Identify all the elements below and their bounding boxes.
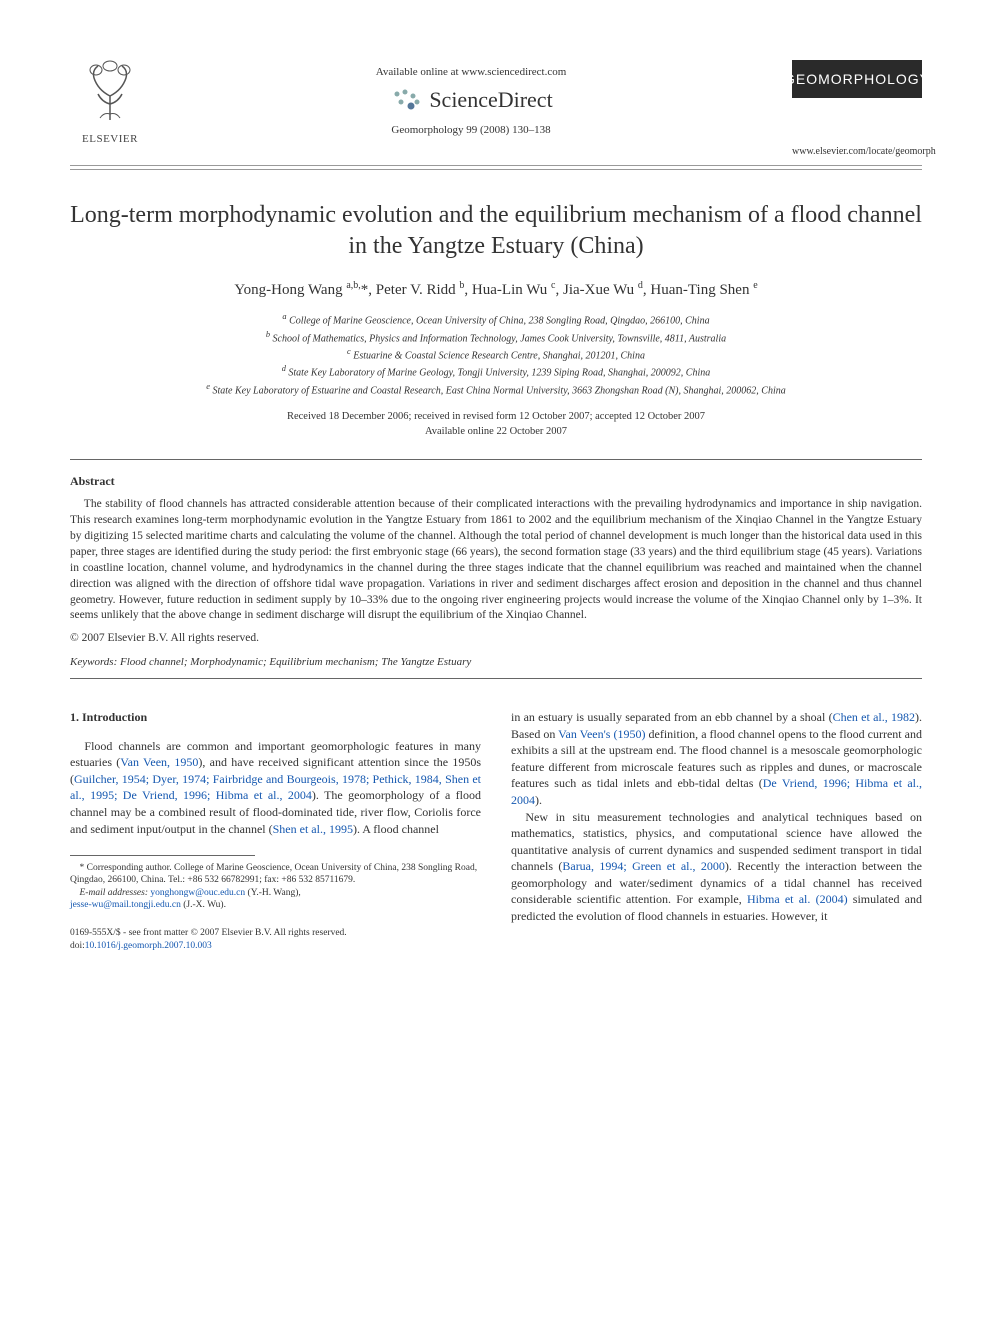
dates-received: Received 18 December 2006; received in r… <box>70 410 922 425</box>
available-online-text: Available online at www.sciencedirect.co… <box>150 66 792 78</box>
corresponding-author-footnote: * Corresponding author. College of Marin… <box>70 862 481 911</box>
column-left: 1. Introduction Flood channels are commo… <box>70 709 481 952</box>
column-right: in an estuary is usually separated from … <box>511 709 922 952</box>
abstract-body: The stability of flood channels has attr… <box>70 497 922 624</box>
ref-vanveen-1950b[interactable]: Van Veen's (1950) <box>558 727 645 741</box>
sciencedirect-icon <box>389 86 423 114</box>
abstract-heading: Abstract <box>70 474 922 489</box>
sciencedirect-text: ScienceDirect <box>429 87 552 113</box>
footnote-rule <box>70 855 255 856</box>
article-title: Long-term morphodynamic evolution and th… <box>70 200 922 262</box>
journal-reference: Geomorphology 99 (2008) 130–138 <box>150 124 792 136</box>
affiliation-c: c Estuarine & Coastal Science Research C… <box>70 346 922 363</box>
keywords-label: Keywords: <box>70 656 117 668</box>
abstract-rule-bottom <box>70 678 922 679</box>
affiliation-a: a College of Marine Geoscience, Ocean Un… <box>70 311 922 328</box>
footnote-emails: E-mail addresses: yonghongw@ouc.edu.cn (… <box>70 887 481 912</box>
intro-paragraph-2: New in situ measurement technologies and… <box>511 809 922 925</box>
email-wu[interactable]: jesse-wu@mail.tongji.edu.cn <box>70 900 181 910</box>
article-dates: Received 18 December 2006; received in r… <box>70 410 922 439</box>
elsevier-tree-icon <box>78 60 142 124</box>
elsevier-logo: ELSEVIER <box>70 60 150 145</box>
keywords-list: Flood channel; Morphodynamic; Equilibriu… <box>120 656 471 668</box>
header-rule-2 <box>70 169 922 170</box>
journal-cover-title: GEOMORPHOLOGY <box>792 60 922 98</box>
header-rule-1 <box>70 165 922 166</box>
ref-hibma-2004[interactable]: Hibma et al. (2004) <box>747 892 848 906</box>
footnote-corr-text: * Corresponding author. College of Marin… <box>70 862 481 887</box>
sciencedirect-logo: ScienceDirect <box>150 86 792 114</box>
abstract-copyright: © 2007 Elsevier B.V. All rights reserved… <box>70 632 922 644</box>
journal-url: www.elsevier.com/locate/geomorph <box>792 146 922 157</box>
ref-barua-green[interactable]: Barua, 1994; Green et al., 2000 <box>562 859 725 873</box>
affiliation-d: d State Key Laboratory of Marine Geology… <box>70 363 922 380</box>
ref-shen-1995[interactable]: Shen et al., 1995 <box>273 822 353 836</box>
body-columns: 1. Introduction Flood channels are commo… <box>70 709 922 952</box>
journal-cover-block: GEOMORPHOLOGY www.elsevier.com/locate/ge… <box>792 60 922 157</box>
affiliation-b: b School of Mathematics, Physics and Inf… <box>70 329 922 346</box>
header-row: ELSEVIER Available online at www.science… <box>70 60 922 157</box>
abstract-rule-top <box>70 459 922 460</box>
intro-paragraph-1-cont: in an estuary is usually separated from … <box>511 709 922 808</box>
authors: Yong-Hong Wang a,b,*, Peter V. Ridd b, H… <box>70 280 922 299</box>
ref-chen-1982[interactable]: Chen et al., 1982 <box>833 710 915 724</box>
email-wang[interactable]: yonghongw@ouc.edu.cn <box>150 888 245 898</box>
keywords: Keywords: Flood channel; Morphodynamic; … <box>70 656 922 668</box>
ref-vanveen-1950[interactable]: Van Veen, 1950 <box>120 755 198 769</box>
footer-doi: doi:10.1016/j.geomorph.2007.10.003 <box>70 940 481 952</box>
dates-online: Available online 22 October 2007 <box>70 425 922 440</box>
affiliation-e: e State Key Laboratory of Estuarine and … <box>70 381 922 398</box>
elsevier-label: ELSEVIER <box>70 133 150 145</box>
intro-paragraph-1: Flood channels are common and important … <box>70 738 481 837</box>
affiliations: a College of Marine Geoscience, Ocean Un… <box>70 311 922 398</box>
header-center: Available online at www.sciencedirect.co… <box>150 60 792 136</box>
footer-front-matter: 0169-555X/$ - see front matter © 2007 El… <box>70 927 481 939</box>
footer-meta: 0169-555X/$ - see front matter © 2007 El… <box>70 927 481 952</box>
doi-link[interactable]: 10.1016/j.geomorph.2007.10.003 <box>85 941 212 951</box>
section-1-heading: 1. Introduction <box>70 709 481 726</box>
